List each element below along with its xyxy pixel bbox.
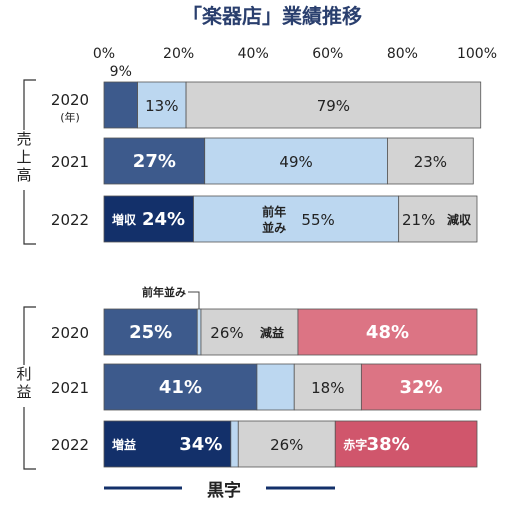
bar-segment	[204, 137, 388, 185]
data-label: 32%	[400, 377, 443, 398]
row-label: 2021	[51, 379, 89, 397]
group-label: 利益	[16, 365, 31, 401]
segment-tag: 増収	[112, 212, 137, 227]
data-label: 18%	[311, 379, 344, 397]
chart-title: 「楽器店」業績推移	[182, 4, 362, 28]
data-label: 49%	[279, 153, 312, 171]
data-label: 13%	[145, 97, 178, 115]
bar-segment	[360, 363, 482, 411]
bottom-bracket-label: 黒字	[207, 480, 241, 501]
callout-label: 前年並み	[142, 285, 186, 299]
row-sublabel: (年)	[60, 110, 80, 124]
bars-area: 9% 13% 79% 27% 49% 23% 24% 増収 55% 前年並み 21% 減収 25% 前年並…	[103, 64, 482, 468]
bar-segment	[293, 363, 362, 411]
row-label: 2020	[51, 91, 89, 109]
bar-segment	[103, 81, 138, 129]
row-label: 2022	[51, 211, 89, 229]
segment-tag: 増益	[112, 437, 136, 452]
bar-segment	[387, 137, 474, 185]
row-label: 2020	[51, 324, 89, 342]
segment-tag: 並み	[262, 220, 286, 235]
x-tick-label: 40%	[238, 46, 269, 62]
data-label: 41%	[159, 377, 202, 398]
bar-segment	[185, 81, 482, 129]
group-label-bg	[14, 130, 34, 190]
bar-segment	[103, 420, 232, 468]
x-tick-label: 100%	[457, 46, 497, 62]
data-label: 26%	[270, 436, 303, 454]
x-axis-tick-labels: 0% 20% 40% 60% 80% 100%	[93, 46, 497, 62]
bar-segment	[103, 195, 194, 243]
data-label: 27%	[133, 151, 176, 172]
x-tick-label: 80%	[387, 46, 418, 62]
data-label: 9%	[110, 64, 132, 80]
data-label: 25%	[129, 322, 172, 343]
data-label: 26%	[210, 324, 243, 342]
data-label: 55%	[301, 211, 334, 229]
bar-segment	[230, 420, 239, 468]
row-label: 2021	[51, 153, 89, 171]
data-label: 21%	[402, 211, 435, 229]
x-tick-label: 60%	[312, 46, 343, 62]
data-label: 34%	[179, 434, 222, 455]
bar-segment	[334, 420, 478, 468]
bar-segment	[103, 137, 206, 185]
segment-tag: 減益	[260, 325, 284, 340]
group-label-bg	[14, 365, 34, 407]
group-label: 売上高	[16, 130, 31, 184]
bar-segment	[256, 363, 295, 411]
x-tick-label: 20%	[163, 46, 194, 62]
bar-segment	[398, 195, 478, 243]
bar-segment	[196, 308, 202, 356]
segment-tag: 赤字	[343, 437, 367, 452]
bar-segment	[193, 195, 400, 243]
data-label: 79%	[317, 97, 350, 115]
bar-segment	[297, 308, 478, 356]
callout-line	[188, 291, 200, 309]
segment-tag: 前年	[262, 204, 286, 219]
data-label: 24%	[142, 209, 185, 230]
bar-segment	[137, 81, 187, 129]
bar-segment	[200, 308, 299, 356]
data-label: 23%	[414, 153, 447, 171]
data-label: 38%	[367, 434, 410, 455]
bar-segment	[103, 308, 198, 356]
bottom-bracket: 黒字	[104, 480, 335, 501]
data-label: 48%	[366, 322, 409, 343]
segment-tag: 減収	[447, 212, 472, 227]
x-tick-label: 0%	[93, 46, 115, 62]
row-label: 2022	[51, 436, 89, 454]
